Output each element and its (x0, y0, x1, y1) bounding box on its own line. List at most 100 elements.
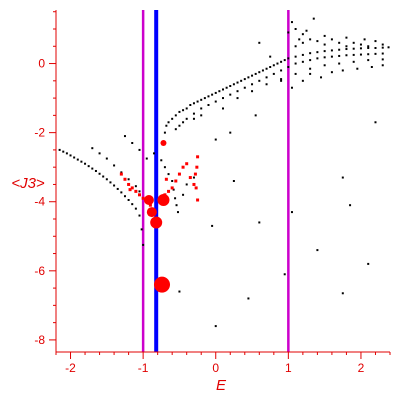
data-point (305, 29, 308, 32)
data-point (128, 188, 132, 192)
data-point (222, 107, 224, 110)
data-point (62, 150, 65, 153)
data-point (280, 78, 283, 81)
data-point (119, 172, 123, 176)
data-point (218, 90, 221, 93)
data-point (200, 114, 203, 117)
data-point (214, 100, 217, 103)
data-point (287, 57, 290, 60)
data-point (211, 93, 214, 96)
data-point (105, 157, 108, 160)
data-point (301, 33, 304, 36)
data-point (192, 112, 195, 115)
data-point (109, 181, 112, 184)
data-point (352, 60, 355, 63)
data-point (123, 177, 127, 181)
data-point (309, 67, 312, 70)
data-point (381, 64, 384, 67)
data-point (229, 131, 232, 134)
data-point (165, 124, 168, 127)
data-point (188, 176, 192, 180)
data-point (309, 59, 312, 62)
data-point (232, 83, 235, 86)
data-point (294, 72, 297, 75)
data-point (91, 167, 94, 170)
data-point (316, 51, 319, 54)
data-point (214, 138, 217, 141)
data-point (211, 224, 214, 227)
vertical-lines (141, 10, 290, 352)
data-point (298, 38, 301, 41)
data-point (148, 203, 152, 207)
x-axis-title: E (216, 377, 227, 394)
data-point (192, 102, 195, 105)
data-point (207, 95, 210, 98)
x-tick-label: -2 (65, 361, 76, 375)
data-point (58, 148, 61, 151)
data-point (182, 109, 185, 112)
data-point (123, 135, 126, 138)
data-point (283, 273, 286, 276)
data-point (352, 53, 355, 56)
data-point (359, 43, 362, 46)
data-point (294, 45, 297, 48)
data-point (265, 76, 268, 79)
data-point (309, 38, 312, 41)
data-point (98, 152, 101, 155)
data-point (130, 186, 134, 190)
data-point (265, 67, 268, 70)
data-point (330, 49, 333, 52)
data-point (138, 214, 141, 217)
data-point (196, 100, 199, 103)
data-point (153, 152, 156, 155)
data-point (120, 171, 123, 174)
data-point (294, 55, 297, 58)
data-point (142, 243, 145, 246)
data-point (222, 88, 224, 91)
data-point (160, 140, 167, 146)
data-point (330, 38, 333, 41)
data-point (367, 59, 370, 62)
data-point (367, 262, 370, 265)
data-point (174, 114, 177, 117)
data-point (196, 198, 200, 202)
data-point (352, 47, 355, 50)
data-point (309, 52, 312, 55)
data-point (247, 76, 250, 79)
data-point (359, 47, 362, 50)
data-point (225, 86, 228, 89)
data-point (251, 90, 254, 93)
data-point (185, 107, 188, 110)
data-point (287, 31, 290, 34)
data-point (374, 40, 377, 43)
data-point (338, 62, 341, 65)
data-point (301, 53, 304, 56)
y-tick-label: -6 (34, 264, 45, 278)
data-point (323, 50, 326, 53)
data-point (352, 41, 355, 44)
data-point (207, 104, 210, 106)
data-point (123, 195, 126, 198)
data-point (316, 40, 319, 43)
data-point (127, 182, 131, 186)
data-point (243, 78, 246, 81)
data-point (163, 166, 166, 169)
data-point (247, 297, 250, 300)
data-point (182, 121, 185, 124)
data-point (120, 191, 123, 194)
data-point (236, 81, 239, 84)
data-point (370, 66, 373, 68)
data-point (200, 98, 203, 101)
data-point (374, 47, 377, 49)
data-point (294, 62, 297, 65)
data-point (349, 204, 352, 207)
data-point (69, 154, 72, 157)
data-point (167, 173, 170, 176)
data-point (261, 69, 264, 72)
data-point (185, 183, 188, 186)
data-point (269, 66, 272, 68)
data-point (323, 34, 326, 37)
data-point (192, 117, 195, 120)
data-point (341, 69, 344, 72)
data-point (141, 196, 145, 200)
